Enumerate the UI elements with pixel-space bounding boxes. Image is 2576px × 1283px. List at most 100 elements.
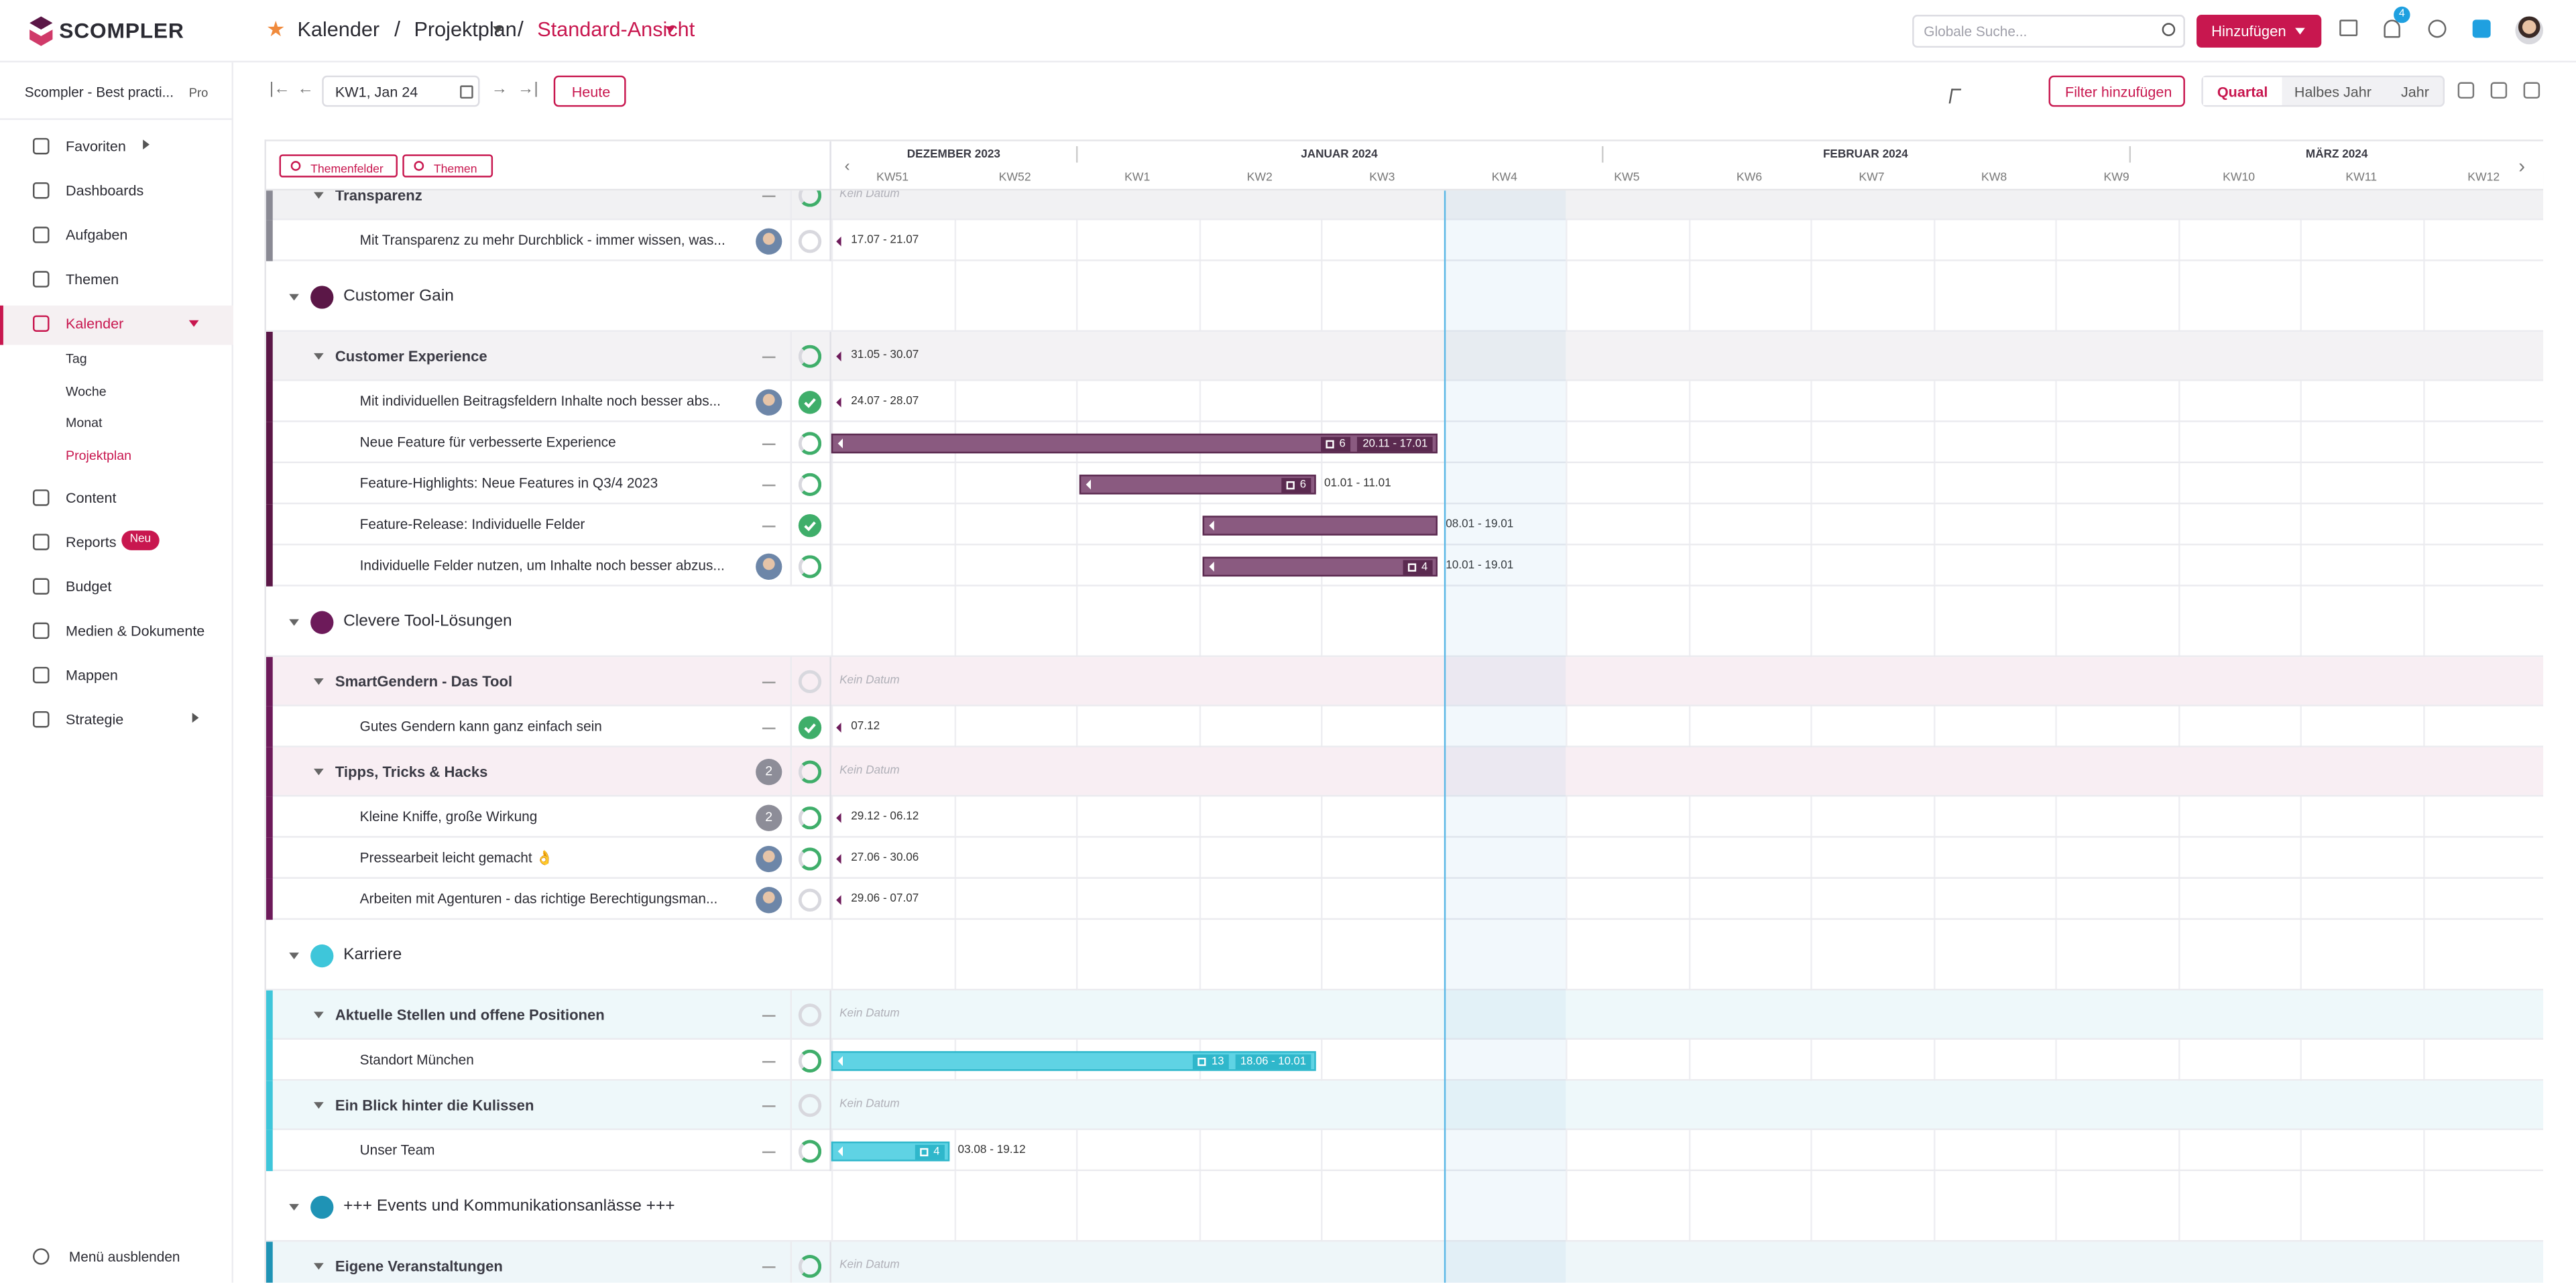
expand-caret[interactable] <box>314 192 324 199</box>
nav-label[interactable]: Dashboards <box>66 182 144 199</box>
gantt-bar[interactable]: 4 <box>831 1140 950 1161</box>
row-label[interactable]: Mit individuellen Beitragsfeldern Inhalt… <box>359 393 721 410</box>
status-indicator[interactable] <box>798 345 822 368</box>
expand-caret[interactable] <box>289 951 299 959</box>
filter-button[interactable]: Filter hinzufügen <box>2048 75 2185 107</box>
row-label[interactable]: Arbeiten mit Agenturen - das richtige Be… <box>359 890 718 908</box>
tool-icon[interactable] <box>2490 82 2508 99</box>
tool-icon[interactable] <box>2457 82 2475 99</box>
nav-label[interactable]: Mappen <box>66 667 118 684</box>
status-indicator[interactable] <box>798 1139 822 1162</box>
add-button[interactable]: Hinzufügen <box>2197 15 2322 48</box>
status-indicator[interactable] <box>798 670 822 694</box>
tool-icon[interactable] <box>2523 82 2540 99</box>
row-label[interactable]: Mit Transparenz zu mehr Durchblick - imm… <box>359 232 725 249</box>
sidebar-footer[interactable]: Menü ausblenden <box>68 1248 180 1265</box>
expand-caret[interactable] <box>314 1263 324 1270</box>
gantt-bar[interactable]: 6 <box>1079 473 1316 494</box>
box-icon[interactable] <box>2339 19 2358 36</box>
status-indicator[interactable] <box>798 431 822 454</box>
nav-label[interactable]: Reports <box>66 534 117 551</box>
caret[interactable] <box>493 26 503 34</box>
row-label[interactable]: Kleine Kniffe, große Wirkung <box>359 808 538 825</box>
row-label[interactable]: Gutes Gendern kann ganz einfach sein <box>359 718 602 735</box>
status-indicator[interactable] <box>798 1093 822 1117</box>
row-label[interactable]: SmartGendern - Das Tool <box>335 672 513 689</box>
expand-caret[interactable] <box>314 1012 324 1019</box>
nav-button[interactable]: → <box>491 80 508 99</box>
bell-icon[interactable] <box>2384 19 2400 38</box>
breadcrumb-item[interactable]: Kalender <box>297 17 380 42</box>
status-indicator[interactable] <box>798 229 822 253</box>
view-tab[interactable]: Halbes Jahr <box>2282 77 2384 105</box>
row-label[interactable]: Customer Experience <box>335 347 487 364</box>
today-button[interactable]: Heute <box>553 75 626 107</box>
status-indicator[interactable] <box>798 513 822 537</box>
app-icon[interactable] <box>2472 19 2491 38</box>
nav-label[interactable]: Aufgaben <box>66 227 128 243</box>
row-label[interactable]: Aktuelle Stellen und offene Positionen <box>335 1005 605 1023</box>
user-avatar[interactable] <box>2515 16 2544 45</box>
expand-caret[interactable] <box>314 678 324 685</box>
row-label[interactable]: Clevere Tool-Lösungen <box>343 611 512 630</box>
row-label[interactable]: Unser Team <box>359 1142 435 1159</box>
status-indicator[interactable] <box>798 715 822 739</box>
expand-caret[interactable] <box>314 768 324 776</box>
row-label[interactable]: Neue Feature für verbesserte Experience <box>359 434 616 450</box>
info-icon[interactable] <box>2428 19 2447 38</box>
nav-sub-label[interactable]: Monat <box>66 416 103 431</box>
nav-label[interactable]: Kalender <box>66 315 124 332</box>
collapse-icon[interactable] <box>33 1248 50 1265</box>
nav-button[interactable]: →| <box>517 80 538 99</box>
row-label[interactable]: +++ Events und Kommunikationsanlässe +++ <box>343 1197 675 1215</box>
row-label[interactable]: Feature-Highlights: Neue Features in Q3/… <box>359 475 658 492</box>
caret[interactable] <box>665 26 676 34</box>
expand-caret[interactable] <box>289 1203 299 1210</box>
expand-caret[interactable] <box>289 293 299 300</box>
workspace-name[interactable]: Scompler - Best practi... <box>24 83 174 101</box>
status-indicator[interactable] <box>798 1048 822 1072</box>
nav-sub-label[interactable]: Projektplan <box>66 448 132 463</box>
gantt-bar[interactable]: 20.11 - 17.01 6 <box>831 432 1438 453</box>
nav-label[interactable]: Strategie <box>66 711 124 729</box>
status-indicator[interactable] <box>798 1255 822 1278</box>
nav-label[interactable]: Budget <box>66 578 112 595</box>
filter-chip[interactable]: Themenfelder <box>279 154 398 178</box>
search-input[interactable]: Globale Suche... <box>1912 15 2185 48</box>
status-indicator[interactable] <box>798 472 822 495</box>
status-indicator[interactable] <box>798 760 822 784</box>
nav-label[interactable]: Content <box>66 490 117 507</box>
status-indicator[interactable] <box>798 888 822 911</box>
nav-label[interactable]: Themen <box>66 271 119 288</box>
nav-button[interactable]: ← <box>297 80 314 99</box>
row-label[interactable]: Individuelle Felder nutzen, um Inhalte n… <box>359 557 725 574</box>
status-indicator[interactable] <box>798 554 822 578</box>
row-label[interactable]: Karriere <box>343 945 402 964</box>
filter-chip[interactable]: Themen <box>402 154 493 178</box>
row-label[interactable]: Tipps, Tricks & Hacks <box>335 763 488 780</box>
week-field[interactable]: KW1, Jan 24 <box>322 75 480 107</box>
gantt-bar[interactable] <box>1202 515 1438 535</box>
view-tab[interactable]: Jahr <box>2384 77 2446 105</box>
expand-caret[interactable] <box>289 618 299 625</box>
nav-sub-label[interactable]: Woche <box>66 383 107 399</box>
gantt-bar[interactable]: 4 <box>1202 556 1438 576</box>
status-indicator[interactable] <box>798 805 822 829</box>
status-indicator[interactable] <box>798 847 822 870</box>
row-label[interactable]: Customer Gain <box>343 286 454 305</box>
status-indicator[interactable] <box>798 1003 822 1027</box>
expand-caret[interactable] <box>314 1102 324 1109</box>
row-label[interactable]: Pressearbeit leicht gemacht 👌 <box>359 849 554 866</box>
nav-sub-label[interactable]: Tag <box>66 351 87 367</box>
nav-label[interactable]: Medien & Dokumente <box>66 623 205 640</box>
row-label[interactable]: Feature-Release: Individuelle Felder <box>359 516 585 533</box>
row-label[interactable]: Standort München <box>359 1051 474 1068</box>
view-tab[interactable]: Quartal <box>2203 77 2282 105</box>
scroll-right[interactable]: › <box>2518 154 2526 178</box>
gantt-bar[interactable]: 18.06 - 10.01 13 <box>831 1050 1316 1071</box>
scroll-left[interactable]: ‹ <box>844 158 850 176</box>
row-label[interactable]: Ein Blick hinter die Kulissen <box>335 1096 534 1113</box>
nav-button[interactable]: |← <box>269 80 290 99</box>
nav-label[interactable]: Favoriten <box>66 137 126 155</box>
status-indicator[interactable] <box>798 389 822 414</box>
